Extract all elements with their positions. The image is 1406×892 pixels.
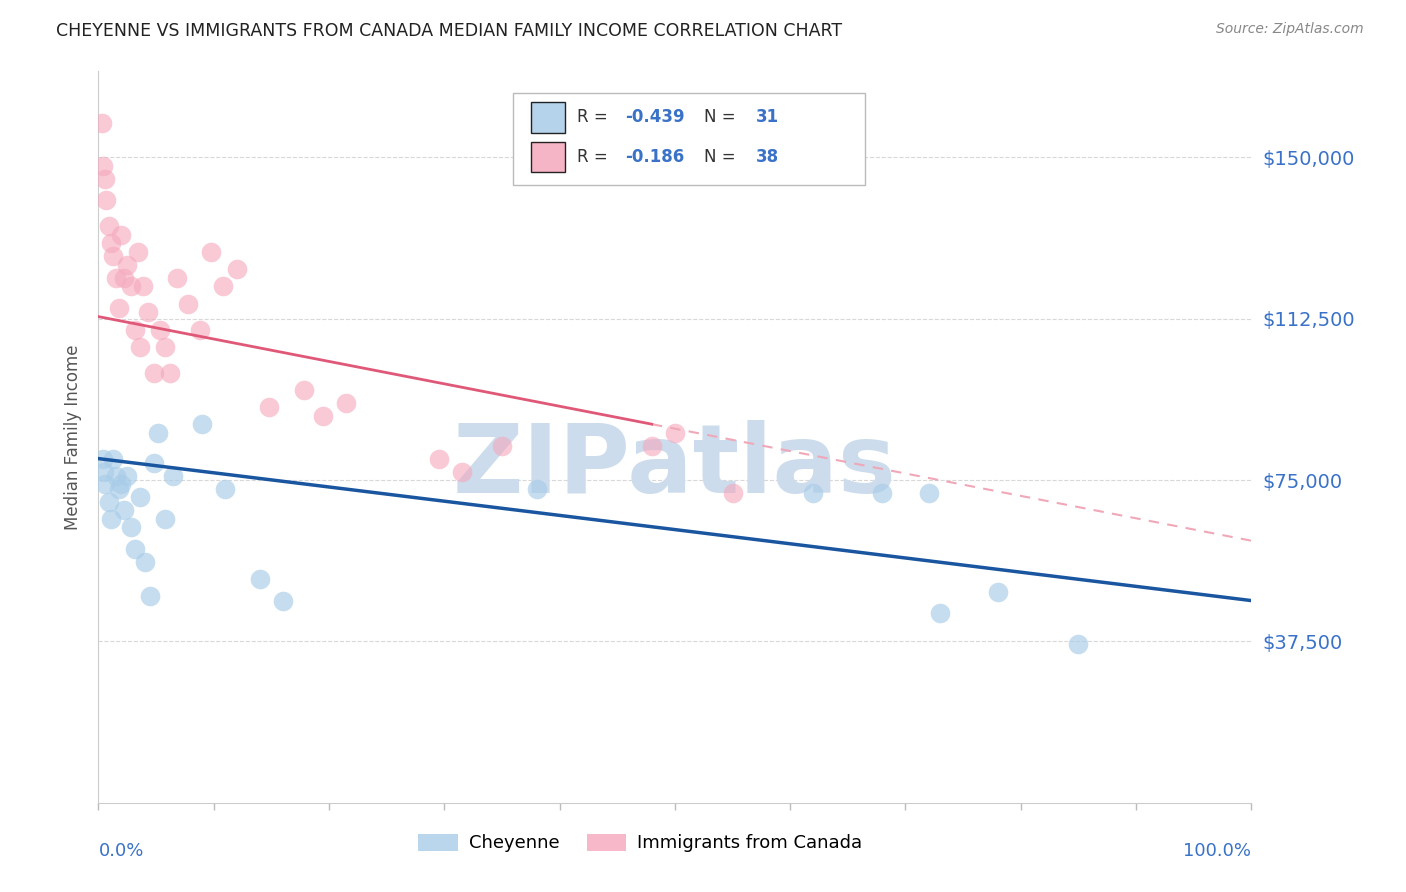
Point	[132, 279, 155, 293]
Point	[100, 512, 122, 526]
Point	[97, 219, 120, 234]
Point	[214, 482, 236, 496]
Point	[257, 400, 280, 414]
FancyBboxPatch shape	[531, 102, 565, 133]
Text: ZIPatlas: ZIPatlas	[453, 420, 897, 513]
Point	[100, 236, 122, 251]
Point	[166, 271, 188, 285]
Legend: Cheyenne, Immigrants from Canada: Cheyenne, Immigrants from Canada	[411, 826, 869, 860]
Point	[491, 439, 513, 453]
Point	[249, 572, 271, 586]
Point	[117, 468, 139, 483]
FancyBboxPatch shape	[513, 94, 865, 185]
Point	[801, 486, 824, 500]
Text: -0.186: -0.186	[626, 148, 685, 166]
Point	[139, 589, 162, 603]
Point	[96, 194, 118, 208]
Point	[191, 417, 214, 432]
Point	[90, 116, 112, 130]
Point	[335, 395, 357, 409]
Point	[1067, 637, 1090, 651]
Point	[91, 451, 114, 466]
Point	[112, 271, 135, 285]
Text: R =: R =	[576, 109, 613, 127]
Point	[159, 366, 181, 380]
Point	[110, 477, 132, 491]
Point	[641, 439, 664, 453]
Point	[136, 305, 159, 319]
Point	[120, 520, 142, 534]
Text: N =: N =	[704, 109, 741, 127]
Point	[721, 486, 744, 500]
Point	[155, 340, 177, 354]
Point	[155, 512, 177, 526]
Point	[427, 451, 450, 466]
Point	[929, 607, 952, 621]
Text: R =: R =	[576, 148, 613, 166]
Point	[117, 258, 139, 272]
Text: Source: ZipAtlas.com: Source: ZipAtlas.com	[1216, 22, 1364, 37]
Point	[188, 322, 211, 336]
Point	[103, 451, 125, 466]
Point	[97, 494, 120, 508]
Point	[225, 262, 247, 277]
Text: N =: N =	[704, 148, 741, 166]
Point	[312, 409, 335, 423]
Point	[271, 593, 294, 607]
Point	[91, 159, 114, 173]
Text: 0.0%: 0.0%	[98, 842, 143, 860]
Text: 38: 38	[755, 148, 779, 166]
Point	[200, 245, 222, 260]
Point	[94, 477, 117, 491]
Point	[134, 555, 156, 569]
Point	[110, 227, 132, 242]
Point	[120, 279, 142, 293]
Point	[108, 482, 131, 496]
Y-axis label: Median Family Income: Median Family Income	[65, 344, 83, 530]
Point	[124, 322, 146, 336]
Text: 31: 31	[755, 109, 779, 127]
Point	[93, 465, 115, 479]
Text: -0.439: -0.439	[626, 109, 685, 127]
Point	[94, 172, 117, 186]
Point	[177, 296, 200, 310]
Point	[872, 486, 894, 500]
Point	[142, 366, 165, 380]
Point	[212, 279, 235, 293]
Point	[124, 541, 146, 556]
FancyBboxPatch shape	[531, 142, 565, 172]
Point	[108, 301, 131, 315]
Point	[129, 491, 152, 505]
Point	[292, 383, 315, 397]
Point	[127, 245, 149, 260]
Point	[526, 482, 548, 496]
Point	[148, 425, 170, 440]
Point	[104, 468, 127, 483]
Point	[103, 249, 125, 263]
Point	[142, 456, 165, 470]
Point	[450, 465, 472, 479]
Point	[148, 322, 170, 336]
Point	[129, 340, 152, 354]
Point	[112, 503, 135, 517]
Point	[104, 271, 127, 285]
Point	[162, 468, 184, 483]
Text: CHEYENNE VS IMMIGRANTS FROM CANADA MEDIAN FAMILY INCOME CORRELATION CHART: CHEYENNE VS IMMIGRANTS FROM CANADA MEDIA…	[56, 22, 842, 40]
Text: 100.0%: 100.0%	[1184, 842, 1251, 860]
Point	[664, 425, 686, 440]
Point	[987, 585, 1010, 599]
Point	[917, 486, 939, 500]
